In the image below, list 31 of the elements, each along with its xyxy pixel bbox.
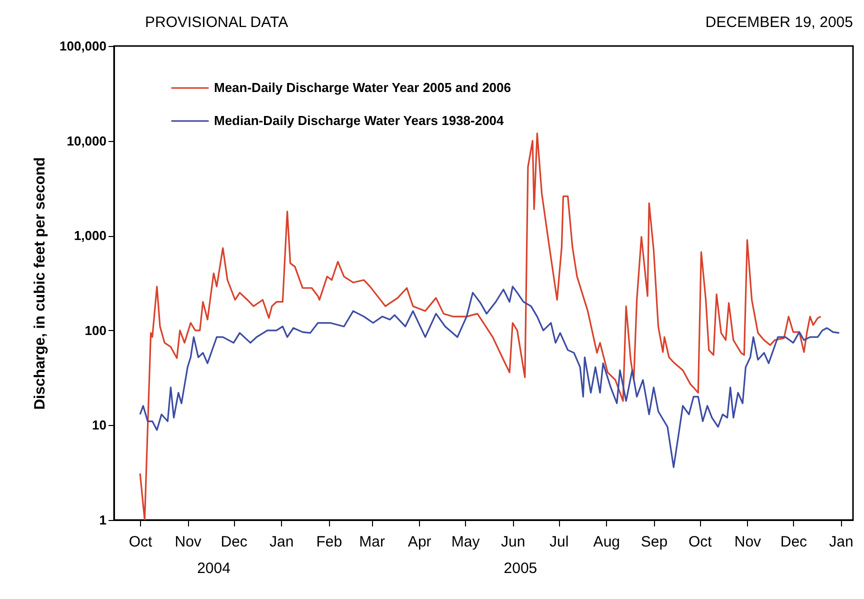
x-tick-label: Oct: [688, 534, 713, 550]
y-tick-label: 100: [84, 322, 106, 338]
y-tick-label: 1: [99, 512, 106, 528]
legend-label: Mean-Daily Discharge Water Year 2005 and 2006: [214, 80, 511, 95]
y-tick-label: 1,000: [74, 228, 106, 244]
x-tick-label: Jul: [550, 534, 569, 550]
line-series: [139, 132, 822, 520]
x-tick-label: Dec: [220, 534, 248, 550]
x-tick-label: Jan: [270, 534, 294, 550]
y-tick-label: 100,000: [60, 38, 106, 54]
text: 2005: [504, 560, 538, 577]
x-tick-label: Aug: [593, 534, 620, 550]
x-tick-label: Jun: [501, 534, 526, 550]
y-tick-label: 10: [92, 418, 106, 433]
x-tick-label: Feb: [316, 534, 342, 550]
x-tick-label: Oct: [128, 534, 154, 550]
x-tick-label: Jan: [829, 534, 854, 550]
y-axis-title: Discharge, in cubic feet per second: [32, 157, 49, 410]
chart-title: PROVISIONAL DATA: [145, 14, 288, 31]
x-tick-label: May: [451, 534, 480, 550]
x-tick-label: Apr: [408, 534, 432, 550]
y-tick-label: 10,000: [66, 133, 106, 148]
x-tick-label: Nov: [174, 534, 202, 550]
x-tick-label: Mar: [359, 534, 385, 550]
text: 2004: [197, 560, 230, 577]
text: DECEMBER 19, 2005: [705, 14, 853, 31]
x-tick-label: Dec: [780, 534, 808, 550]
line-series: [139, 286, 840, 468]
legend-label: Median-Daily Discharge Water Years 1938-2004: [214, 113, 505, 128]
x-tick-label: Nov: [734, 534, 762, 550]
x-tick-label: Sep: [640, 534, 668, 550]
